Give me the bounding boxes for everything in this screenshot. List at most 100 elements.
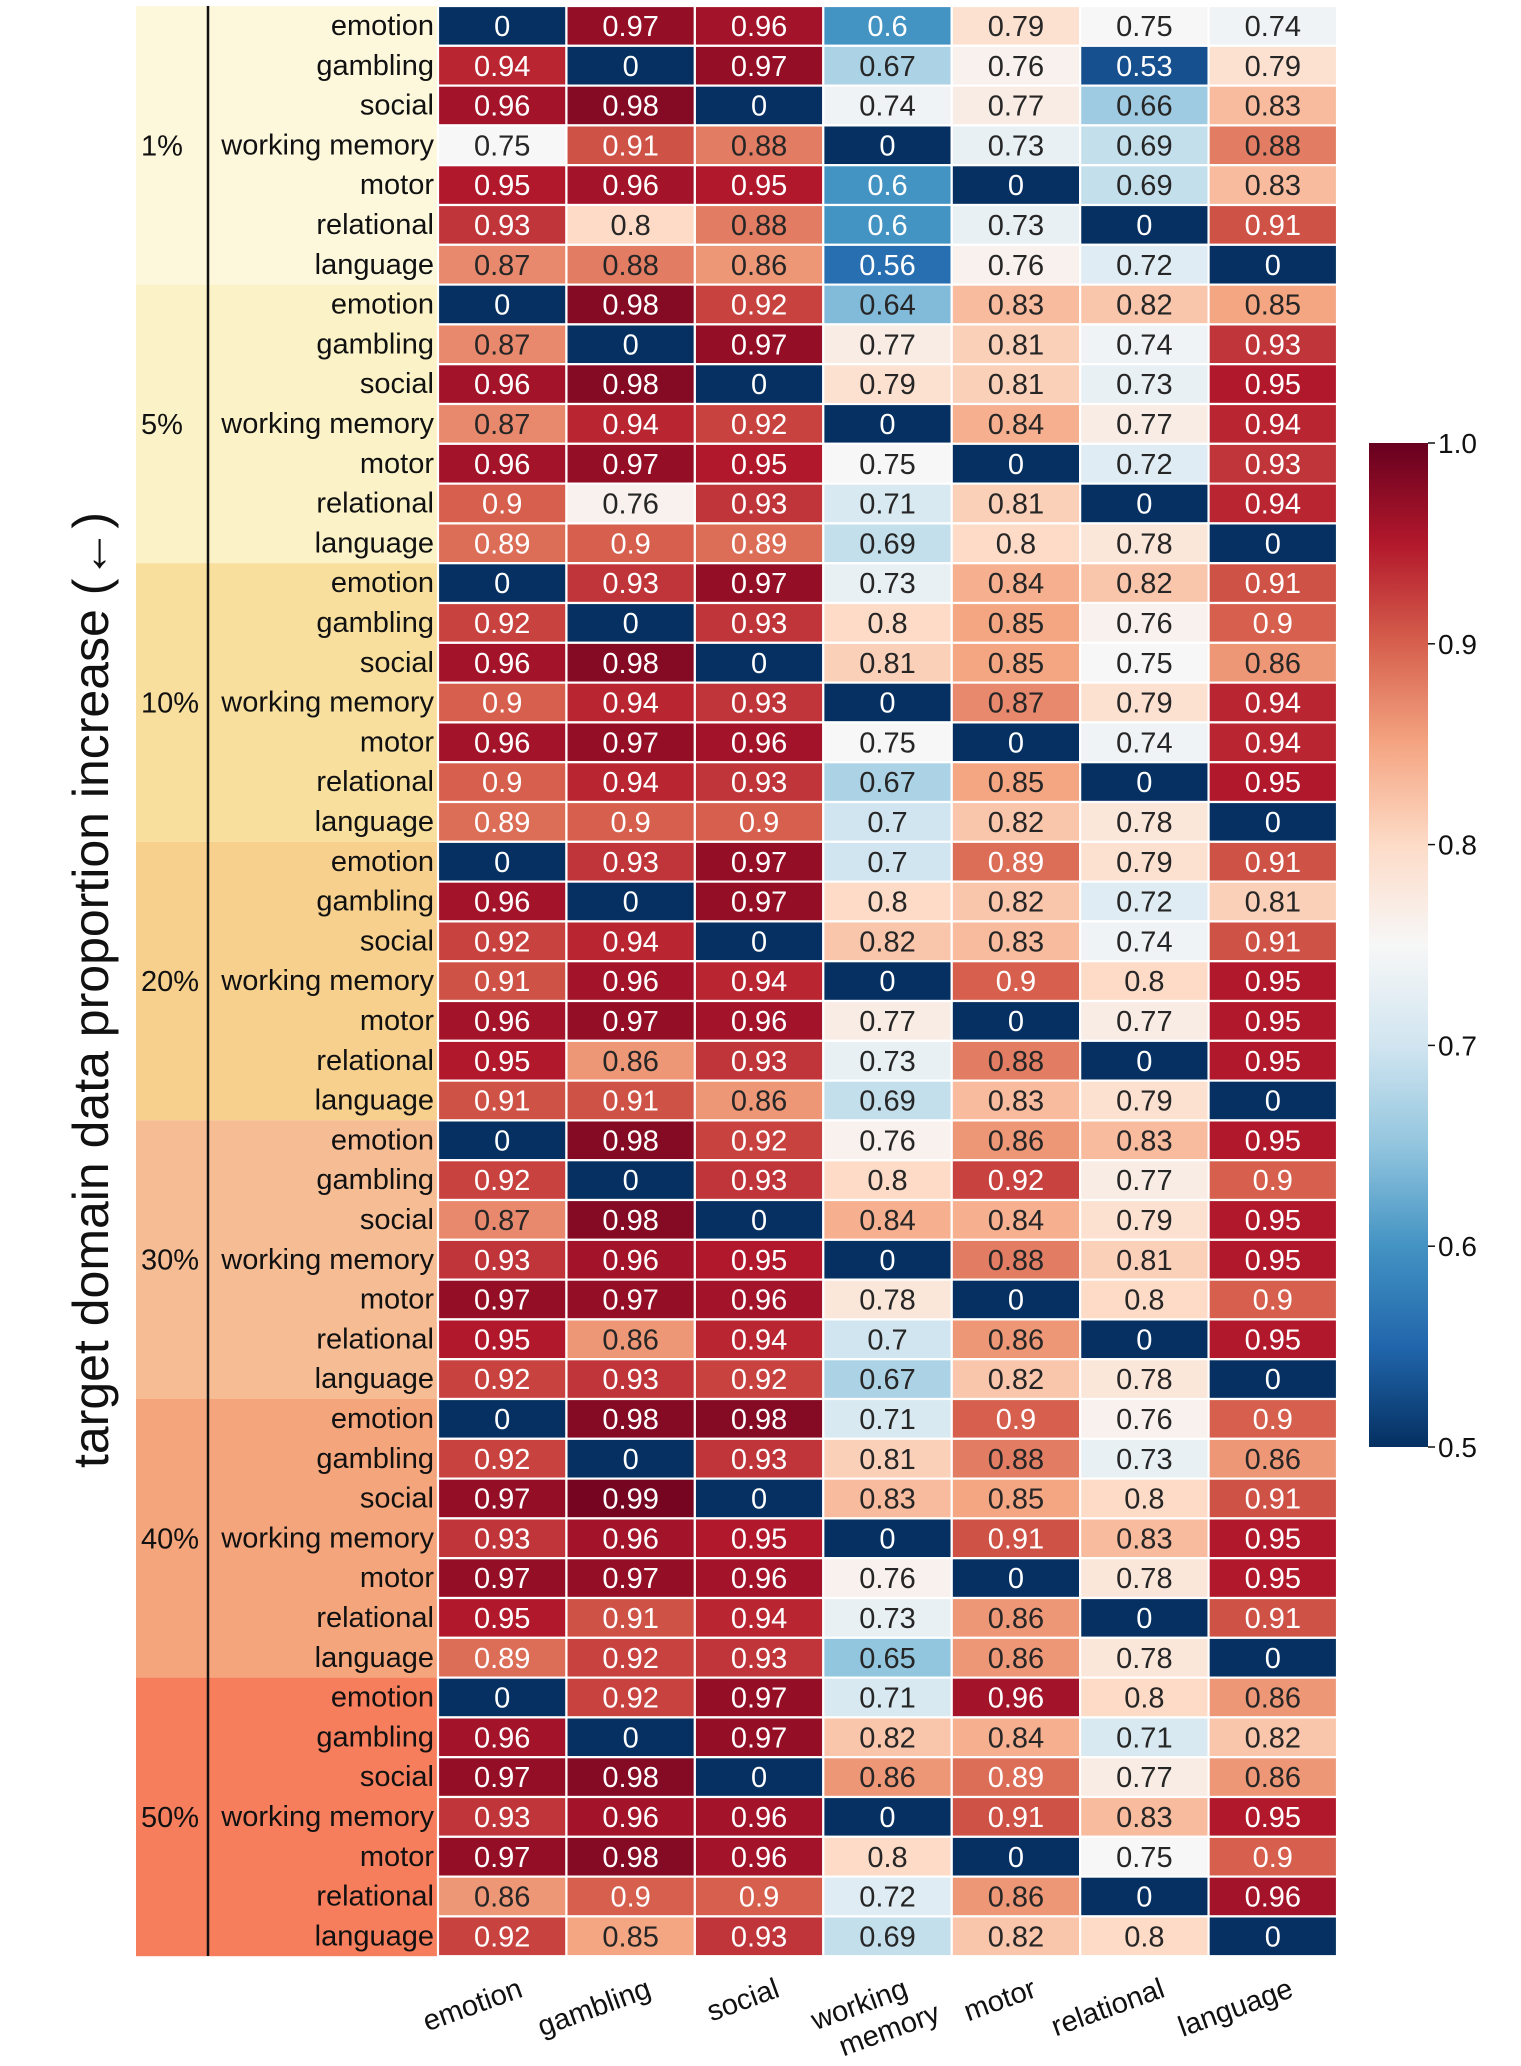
cell-value: 0.86 <box>1245 648 1301 680</box>
cell-value: 0.86 <box>1245 1444 1301 1476</box>
heatmap-cell <box>1207 1318 1339 1361</box>
colorbar-tick-label: 0.8 <box>1438 830 1477 861</box>
heatmap-cell <box>1207 124 1339 167</box>
cell-value: 0.85 <box>988 1484 1044 1516</box>
cell-value: 0.71 <box>859 489 915 521</box>
heatmap-cell <box>436 840 568 883</box>
column-label-line: language <box>1174 1973 1297 2044</box>
cell-value: 0.91 <box>602 130 658 162</box>
cell-value: 0.6 <box>867 11 907 43</box>
cell-value: 0 <box>494 290 510 322</box>
row-label: gambling <box>316 328 434 360</box>
heatmap-cell <box>822 1278 953 1321</box>
cell-value: 0.85 <box>602 1921 658 1953</box>
cell-value: 0.97 <box>731 1722 787 1754</box>
heatmap-cell <box>1079 562 1210 605</box>
cell-value: 0.93 <box>731 1046 787 1078</box>
heatmap-cell <box>822 1397 953 1440</box>
cell-value: 0.6 <box>867 210 907 242</box>
cell-value: 0.94 <box>731 966 787 998</box>
row-label: social <box>360 1761 434 1793</box>
column-label: workingmemory <box>806 1965 945 2066</box>
cell-value: 0.93 <box>474 210 530 242</box>
cell-value: 0.92 <box>602 1683 658 1715</box>
heatmap-cell <box>822 1079 953 1122</box>
heatmap-cell <box>436 880 568 923</box>
cell-value: 0.96 <box>731 1842 787 1874</box>
cell-value: 0.92 <box>602 1643 658 1675</box>
group-band-3 <box>136 841 438 1121</box>
heatmap-cell <box>1079 44 1210 87</box>
heatmap-cell <box>565 1596 696 1639</box>
cell-value: 0 <box>623 1444 639 1476</box>
cell-value: 0.95 <box>1245 1245 1301 1277</box>
cell-value: 0.9 <box>1253 608 1293 640</box>
column-label-line: emotion <box>419 1973 527 2038</box>
heatmap-cell <box>1079 601 1210 644</box>
heatmap-cell <box>565 1835 696 1878</box>
heatmap-cell <box>822 1358 953 1401</box>
row-label: emotion <box>331 567 434 599</box>
heatmap-cell <box>1207 283 1339 326</box>
cell-value: 0.78 <box>1116 807 1172 839</box>
heatmap-cell <box>822 800 953 843</box>
cell-value: 0 <box>1265 528 1281 560</box>
cell-value: 0.75 <box>474 130 530 162</box>
row-label: working memory <box>220 408 434 440</box>
row-label: relational <box>316 1045 434 1077</box>
cell-value: 0.95 <box>1245 966 1301 998</box>
cell-value: 0.8 <box>867 1165 907 1197</box>
cell-value: 0.94 <box>602 767 658 799</box>
row-label: motor <box>360 448 434 480</box>
heatmap-cell <box>436 1397 568 1440</box>
cell-value: 0 <box>494 1683 510 1715</box>
cell-value: 0.95 <box>1245 1205 1301 1237</box>
heatmap-cell <box>565 84 696 127</box>
cell-value: 0.73 <box>859 1603 915 1635</box>
heatmap-cell <box>822 761 953 804</box>
column-label: social <box>703 1973 784 2028</box>
heatmap-cell <box>1207 1636 1339 1679</box>
heatmap-cell <box>565 562 696 605</box>
cell-value: 0.96 <box>731 1006 787 1038</box>
cell-value: 0.9 <box>1253 1285 1293 1317</box>
row-label: emotion <box>331 1403 434 1435</box>
row-label: language <box>315 1920 434 1952</box>
cell-value: 0.83 <box>1245 91 1301 123</box>
cell-value: 0 <box>1265 807 1281 839</box>
heatmap-cell <box>822 402 953 445</box>
group-label: 30% <box>141 1245 199 1277</box>
cell-value: 0 <box>1136 1046 1152 1078</box>
cell-value: 0 <box>623 608 639 640</box>
cell-value: 0.97 <box>731 887 787 919</box>
cell-value: 0.91 <box>602 1603 658 1635</box>
cell-value: 0.96 <box>602 966 658 998</box>
cell-value: 0.95 <box>1245 1006 1301 1038</box>
cell-value: 0.88 <box>988 1444 1044 1476</box>
cell-value: 0.92 <box>731 1125 787 1157</box>
cell-value: 0.77 <box>1116 1165 1172 1197</box>
cell-value: 0.87 <box>474 1205 530 1237</box>
cell-value: 0.8 <box>1124 966 1164 998</box>
cell-value: 0.96 <box>731 727 787 759</box>
cell-value: 0.84 <box>988 568 1044 600</box>
cell-value: 0.94 <box>602 688 658 720</box>
cell-value: 0.96 <box>602 1802 658 1834</box>
heatmap-cell <box>1207 641 1339 684</box>
cell-value: 0.75 <box>1116 1842 1172 1874</box>
row-label: language <box>315 1642 434 1674</box>
cell-value: 0.73 <box>988 210 1044 242</box>
group-band-4 <box>136 1120 438 1399</box>
cell-value: 0.83 <box>988 290 1044 322</box>
heatmap-cell <box>565 1676 696 1719</box>
cell-value: 0.78 <box>1116 528 1172 560</box>
cell-value: 0.73 <box>859 568 915 600</box>
heatmap-cell <box>436 442 568 485</box>
cell-value: 0.96 <box>602 1245 658 1277</box>
heatmap-cell <box>436 1119 568 1162</box>
heatmap-cell <box>1207 800 1339 843</box>
heatmap-cell <box>1207 203 1339 246</box>
cell-value: 0 <box>1265 1086 1281 1118</box>
heatmap-cell <box>565 203 696 246</box>
cell-value: 0.9 <box>1253 1165 1293 1197</box>
